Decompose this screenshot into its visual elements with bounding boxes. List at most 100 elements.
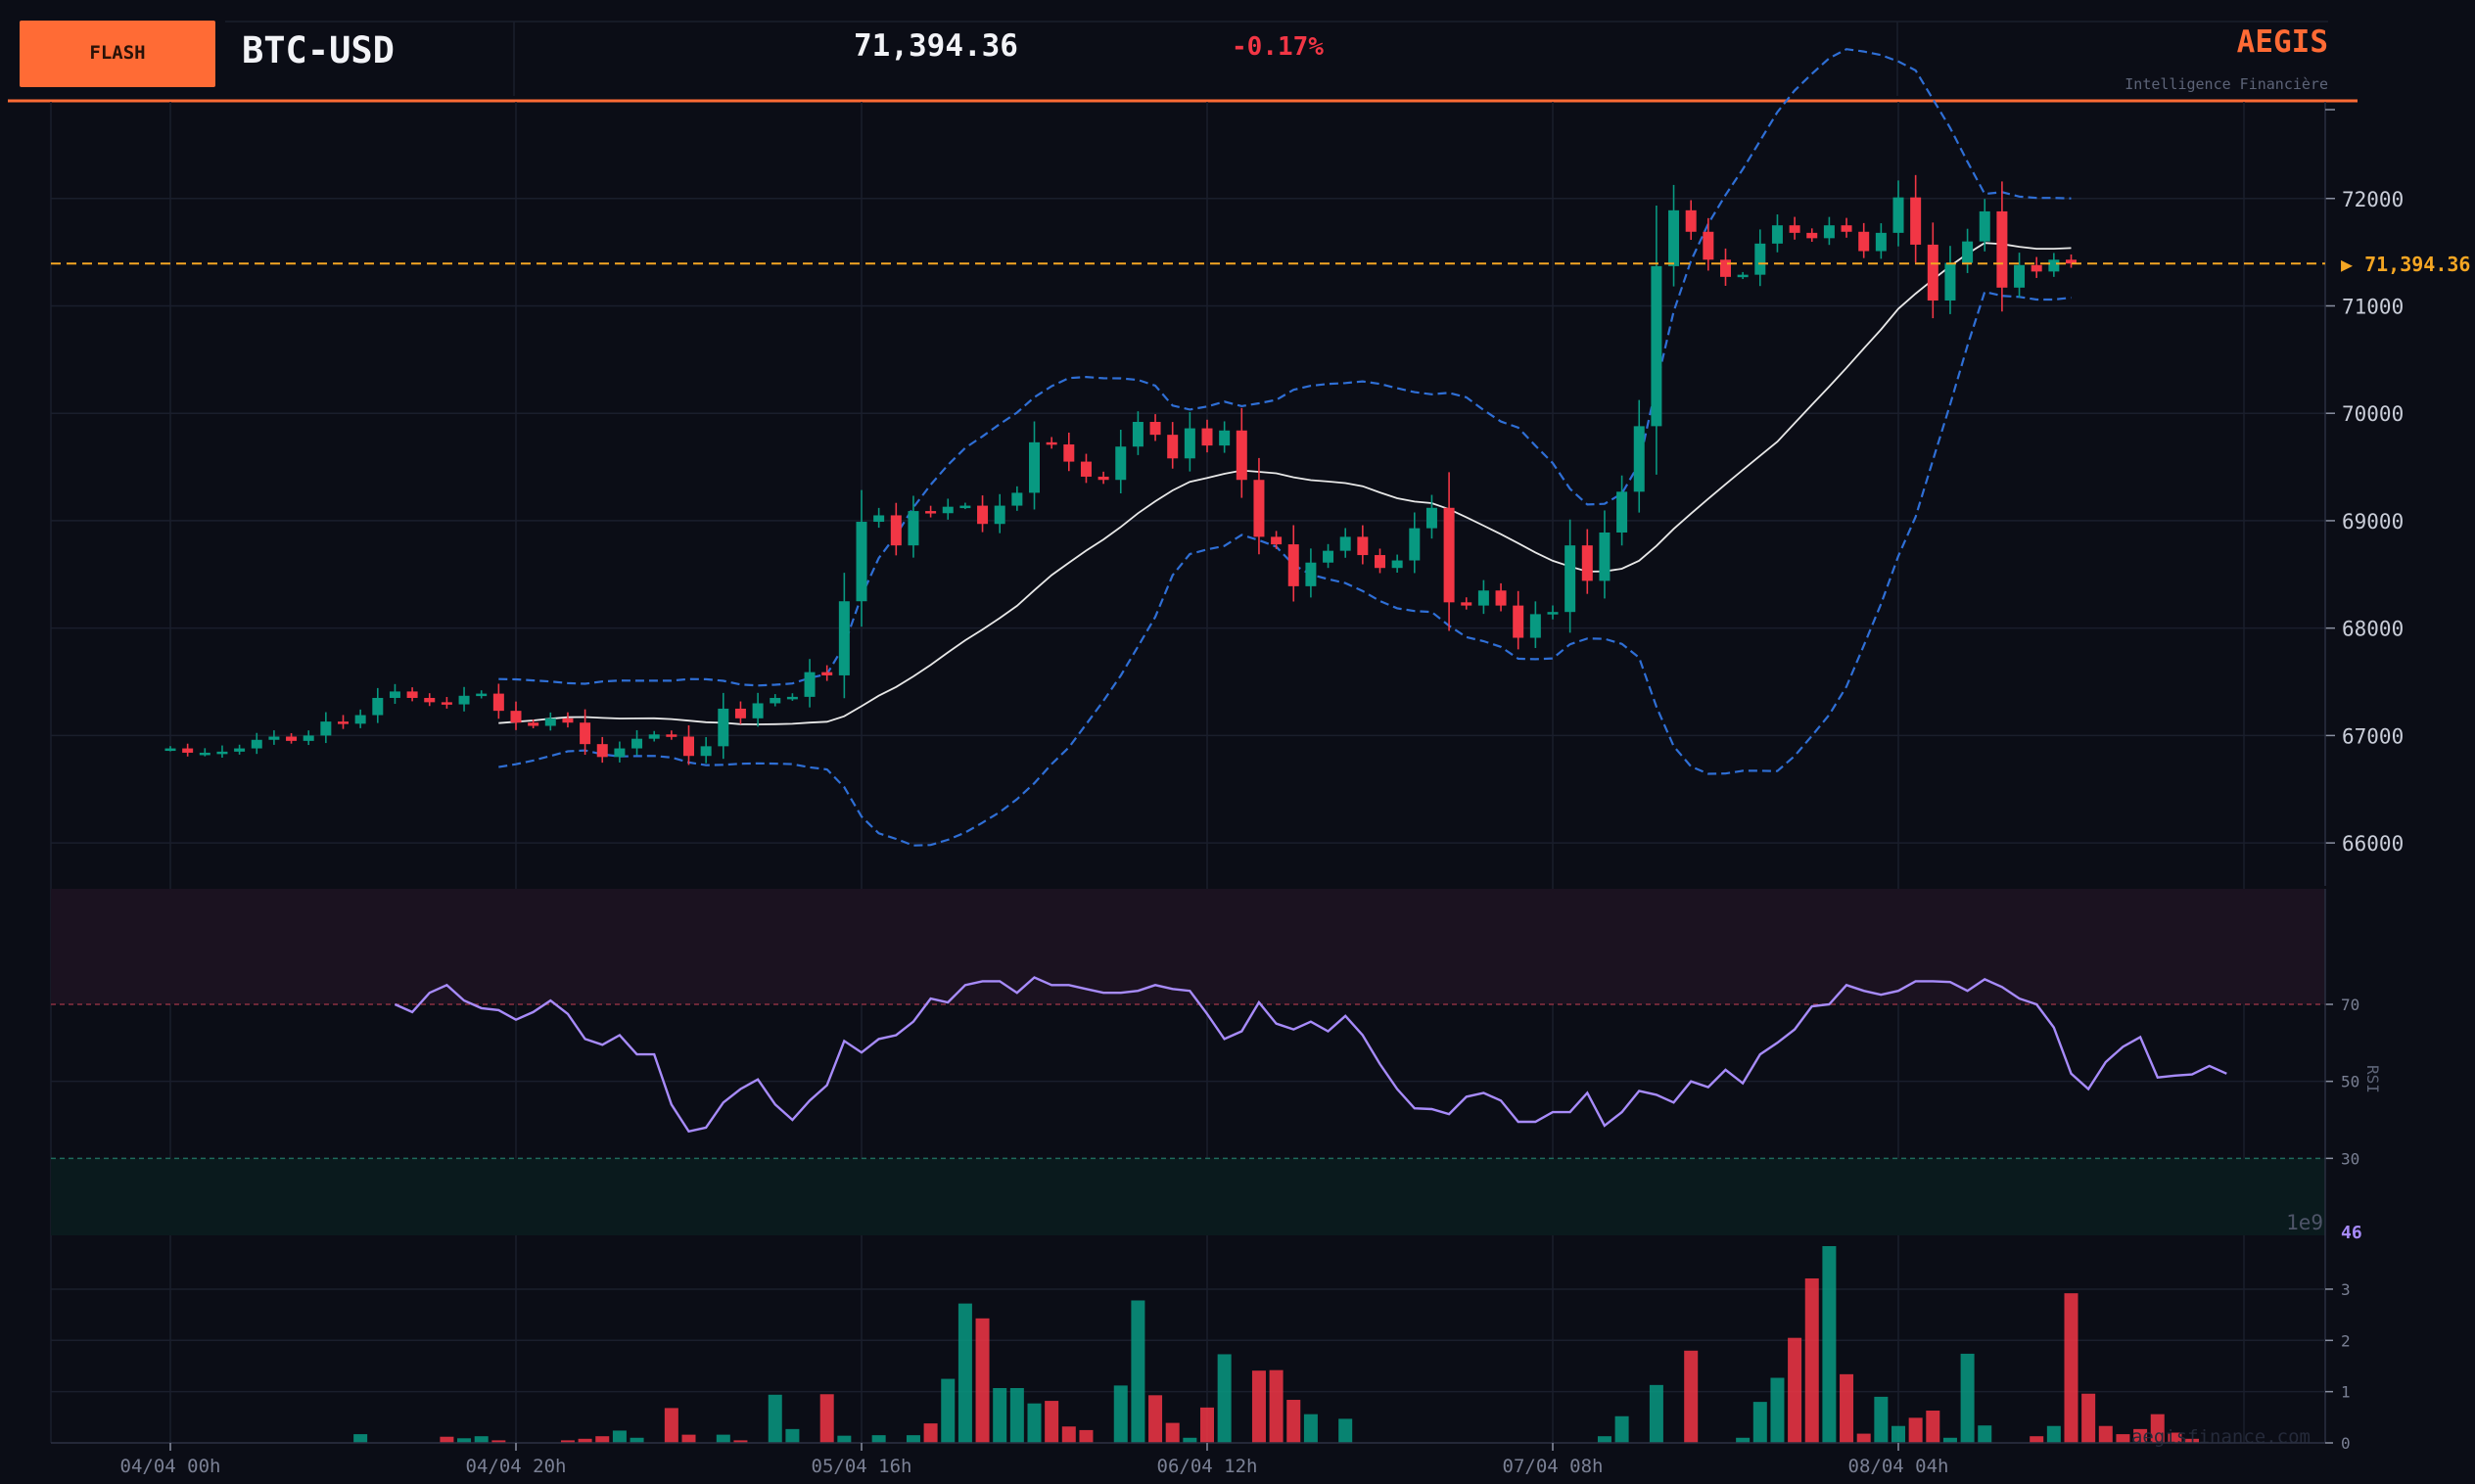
candle-body: [1564, 545, 1576, 613]
price-tick-label: 67000: [2342, 724, 2404, 748]
volume-bar: [819, 1394, 834, 1443]
candle-body: [2031, 264, 2042, 272]
candle-body: [286, 736, 298, 741]
volume-bar: [2168, 1432, 2182, 1443]
volume-bar: [733, 1440, 748, 1443]
volume-bar: [2064, 1293, 2078, 1443]
candle-body: [959, 505, 971, 509]
candle-body: [1858, 231, 1870, 252]
candle-body: [1167, 435, 1179, 459]
volume-tick-label: 0: [2341, 1434, 2351, 1453]
volume-bar: [681, 1434, 696, 1443]
rsi-panel[interactable]: 30 50 70 RSI 46: [51, 889, 2382, 1443]
candle-body: [234, 748, 246, 752]
candle-body: [1979, 210, 1990, 242]
x-axis: 04/04 00h 04/04 20h 05/04 16h 06/04 12h 07/0…: [120, 1443, 1949, 1477]
candle-body: [2066, 259, 2077, 264]
volume-bar: [1165, 1422, 1180, 1443]
candle-body: [1409, 528, 1421, 561]
candle-body: [1910, 197, 1922, 245]
candle-body: [528, 722, 539, 726]
candle-body: [1754, 243, 1766, 275]
volume-bar: [1079, 1429, 1094, 1443]
volume-bar: [1148, 1395, 1163, 1443]
candle-body: [614, 748, 626, 758]
candle-body: [786, 696, 798, 700]
volume-panel[interactable]: 0 1 2 3 1e9 aegisfinance.com: [51, 1211, 2351, 1453]
candle-body: [1287, 544, 1299, 586]
candle-body: [1425, 507, 1437, 529]
rsi-last-value: 46: [2341, 1223, 2362, 1243]
sma-line: [498, 242, 2072, 725]
candle-body: [1581, 545, 1593, 581]
candle-body: [734, 708, 746, 719]
candle-body: [216, 751, 228, 755]
candle-body: [424, 697, 436, 703]
candle-body: [562, 718, 574, 723]
candle-body: [303, 735, 314, 741]
bollinger-lower: [498, 290, 2072, 847]
candle-body: [510, 711, 522, 723]
volume-bar: [2098, 1425, 2113, 1443]
rsi-oversold-zone: [51, 1158, 2325, 1235]
candle-body: [977, 505, 989, 525]
volume-bar: [2133, 1428, 2148, 1443]
volume-bar: [1113, 1385, 1128, 1443]
volume-bar: [2185, 1438, 2200, 1443]
candle-body: [1184, 428, 1195, 459]
volume-bar: [941, 1378, 956, 1443]
candle-body: [770, 697, 781, 704]
volume-bar: [1286, 1400, 1301, 1443]
volume-bar: [1960, 1353, 1975, 1443]
volume-bar: [1822, 1245, 1837, 1443]
watermark: aegisfinance.com: [2131, 1426, 2311, 1448]
candle-body: [1651, 265, 1662, 427]
candle-body: [1029, 441, 1040, 493]
candle-body: [251, 739, 262, 749]
volume-bar: [1736, 1437, 1751, 1443]
flash-badge[interactable]: [20, 21, 215, 87]
x-tick-label: 08/04 04h: [1848, 1456, 1949, 1477]
last-price-label: ▶ 71,394.36: [2341, 253, 2470, 276]
candle-body: [925, 511, 937, 514]
candle-body: [1685, 209, 1697, 232]
candle-body: [1063, 444, 1075, 462]
candle-body: [1011, 492, 1023, 506]
current-price: 71,394.36: [854, 28, 1018, 64]
volume-bar: [474, 1436, 489, 1443]
volume-tick-label: 3: [2341, 1280, 2351, 1299]
x-tick-label: 05/04 16h: [812, 1456, 912, 1477]
candle-body: [268, 736, 280, 740]
x-tick-label: 04/04 00h: [120, 1456, 221, 1477]
candle-body: [320, 721, 332, 736]
volume-unit-label: 1e9: [2286, 1211, 2323, 1234]
candle-body: [631, 738, 643, 749]
bollinger-upper: [498, 48, 2072, 687]
price-tick-label: 69000: [2342, 510, 2404, 533]
candle-body: [648, 734, 660, 739]
candle-body: [458, 695, 470, 705]
candle-body: [580, 722, 591, 745]
candle-body: [1305, 562, 1317, 586]
candle-body: [838, 601, 850, 675]
candle-body: [994, 505, 1005, 525]
candle-body: [1115, 446, 1127, 481]
candle-body: [1080, 461, 1092, 477]
volume-bar: [612, 1430, 627, 1443]
candle-body: [1323, 550, 1334, 563]
candle-body: [1271, 536, 1283, 545]
volume-bar: [440, 1436, 454, 1443]
volume-bar: [560, 1440, 575, 1443]
candle-body: [856, 522, 867, 602]
volume-bar: [1251, 1370, 1266, 1443]
volume-bar: [1788, 1337, 1802, 1443]
volume-bar: [1269, 1369, 1284, 1443]
candle-body: [666, 734, 677, 737]
volume-bar: [1614, 1415, 1629, 1443]
volume-bar: [1942, 1437, 1957, 1443]
candle-body: [492, 693, 504, 712]
candle-body: [1097, 476, 1109, 481]
x-tick-label: 06/04 12h: [1157, 1456, 1258, 1477]
symbol-title: BTC-USD: [242, 29, 395, 71]
